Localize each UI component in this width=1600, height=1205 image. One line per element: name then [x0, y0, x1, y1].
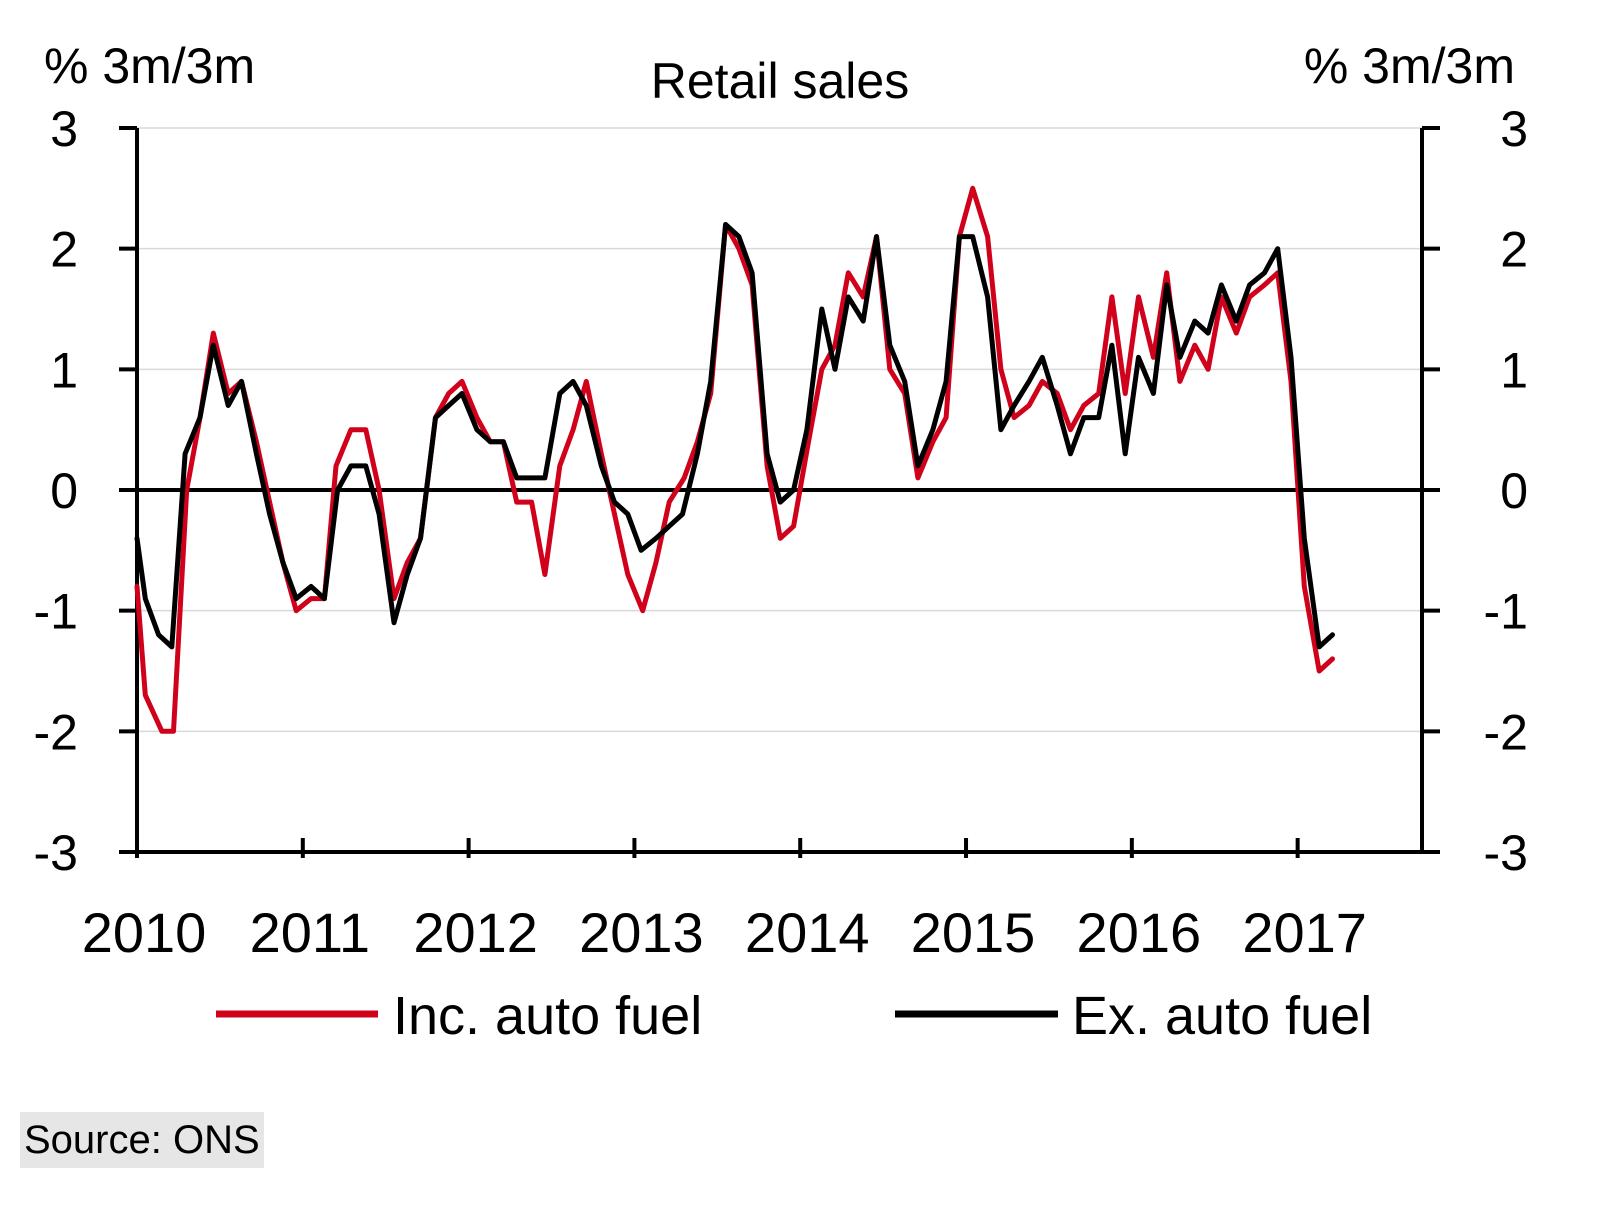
- y-tick-label-left: 2: [50, 222, 78, 278]
- x-tick-label-2016: 2016: [1077, 901, 1202, 964]
- y-tick-label-right: -2: [1484, 704, 1528, 760]
- legend-label-ex-auto-fuel: Ex. auto fuel: [1072, 986, 1372, 1046]
- source-note: Source: ONS: [20, 1112, 264, 1168]
- legend: Inc. auto fuel Ex. auto fuel: [216, 986, 1372, 1046]
- right-axis-unit-label: % 3m/3m: [1304, 38, 1515, 94]
- x-tick-label-2011: 2011: [250, 901, 370, 964]
- x-tick-label-2017: 2017: [1242, 901, 1367, 964]
- y-tick-label-left: 3: [50, 101, 78, 157]
- y-tick-label-right: 0: [1500, 463, 1528, 519]
- series-line-ex-auto-fuel: [134, 222, 1335, 650]
- left-axis-unit-label: % 3m/3m: [44, 38, 255, 94]
- y-tick-label-left: -1: [34, 584, 78, 640]
- x-tick-label-2013: 2013: [579, 901, 704, 964]
- x-tick-label-2010: 2010: [82, 901, 207, 964]
- legend-label-inc-auto-fuel: Inc. auto fuel: [393, 986, 702, 1046]
- gridlines: [137, 127, 1422, 733]
- x-tick-label-2015: 2015: [911, 901, 1036, 964]
- y-tick-label-right: -1: [1484, 584, 1528, 640]
- y-tick-label-left: -2: [34, 704, 78, 760]
- y-tick-label-right: 1: [1500, 342, 1528, 398]
- x-tick-label-2014: 2014: [745, 901, 870, 964]
- y-tick-label-right: 2: [1500, 222, 1528, 278]
- y-tick-label-right: -3: [1484, 825, 1528, 881]
- series-lines: [134, 185, 1335, 734]
- chart-title: Retail sales: [651, 53, 909, 109]
- y-tick-label-left: 1: [50, 342, 78, 398]
- tick-marks: [119, 126, 1440, 858]
- y-tick-label-left: 0: [50, 463, 78, 519]
- series-line-inc-auto-fuel: [134, 185, 1335, 734]
- y-tick-label-right: 3: [1500, 101, 1528, 157]
- x-tick-label-2012: 2012: [413, 901, 538, 964]
- y-tick-label-left: -3: [34, 825, 78, 881]
